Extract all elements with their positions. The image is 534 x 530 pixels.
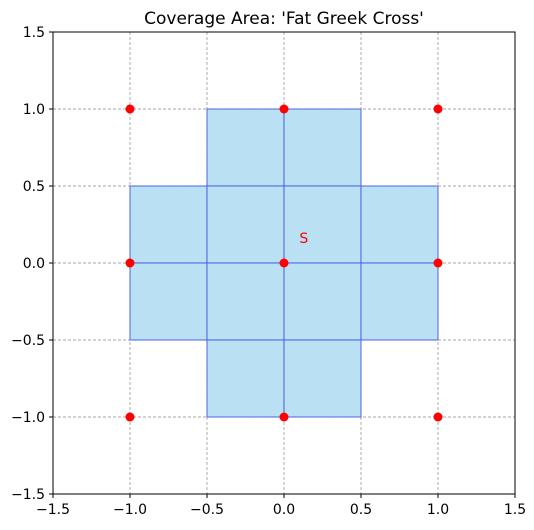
y-tick-label: 0.0 — [23, 256, 45, 272]
y-tick-label: 0.5 — [23, 179, 45, 195]
data-point — [433, 104, 443, 114]
coverage-cell — [283, 339, 362, 418]
annotations: S — [299, 231, 308, 247]
chart-title: Coverage Area: 'Fat Greek Cross' — [144, 9, 424, 29]
data-point — [125, 104, 135, 114]
coverage-cell — [129, 262, 208, 341]
x-tick-label: 1.0 — [427, 502, 449, 518]
data-point — [433, 412, 443, 422]
coverage-cell — [283, 108, 362, 187]
y-tick-label: −1.5 — [11, 487, 45, 503]
x-axis-ticks: −1.5 −1.0 −0.5 0.0 0.5 1.0 1.5 — [36, 494, 526, 518]
x-tick-label: 1.5 — [504, 502, 526, 518]
data-points — [125, 104, 443, 422]
coverage-cell — [283, 185, 362, 264]
data-point — [279, 412, 289, 422]
x-tick-label: −0.5 — [190, 502, 224, 518]
data-point — [125, 412, 135, 422]
data-point — [433, 258, 443, 268]
data-point — [279, 104, 289, 114]
y-tick-label: −1.0 — [11, 410, 45, 426]
coverage-cell — [206, 262, 285, 341]
coverage-cell — [206, 185, 285, 264]
coverage-cell — [360, 262, 439, 341]
coverage-cell — [129, 185, 208, 264]
x-tick-label: −1.5 — [36, 502, 70, 518]
x-tick-label: 0.0 — [273, 502, 295, 518]
y-axis-ticks: −1.5 −1.0 −0.5 0.0 0.5 1.0 1.5 — [11, 25, 53, 503]
coverage-cell — [360, 185, 439, 264]
coverage-cells — [129, 108, 439, 418]
coverage-cell — [206, 108, 285, 187]
y-tick-label: 1.5 — [23, 25, 45, 41]
coverage-cell — [283, 262, 362, 341]
y-tick-label: 1.0 — [23, 102, 45, 118]
data-point — [279, 258, 289, 268]
annotation-label: S — [299, 231, 308, 247]
x-tick-label: 0.5 — [350, 502, 372, 518]
x-tick-label: −1.0 — [113, 502, 147, 518]
data-point — [125, 258, 135, 268]
y-tick-label: −0.5 — [11, 333, 45, 349]
coverage-cell — [206, 339, 285, 418]
